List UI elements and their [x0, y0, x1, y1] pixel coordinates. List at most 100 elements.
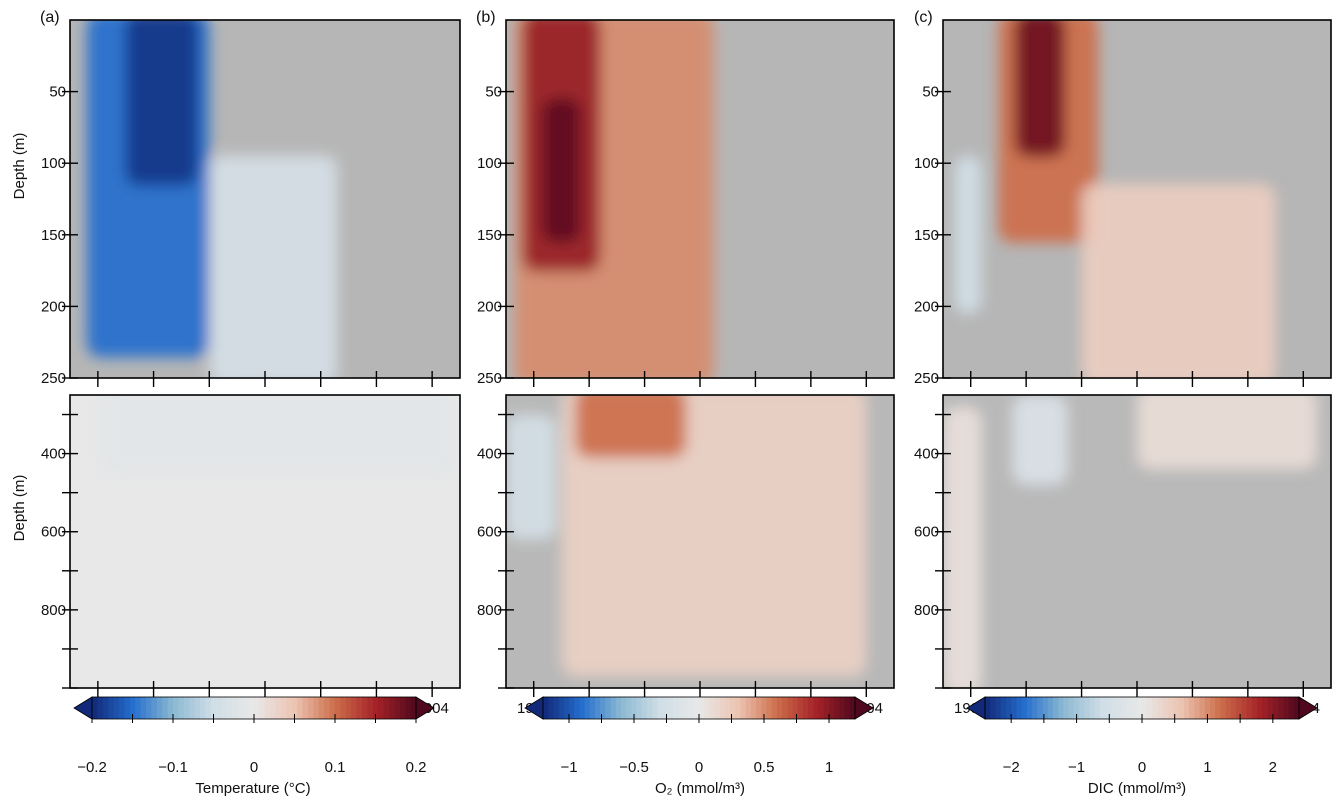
panel-a-colorbar-cell	[178, 697, 185, 719]
panel-c-colorbar-cell	[1147, 697, 1154, 719]
panel-c-colorbar-cell	[1047, 697, 1054, 719]
panel-c-colorbar-cell	[1115, 697, 1122, 719]
panel-c-colorbar-cell	[1189, 697, 1195, 719]
panel-a-colorbar-cell	[356, 697, 363, 719]
panel-b-colorbar-cell	[782, 697, 788, 719]
panel-c-upper-plot: 50 100 150 200 250	[914, 19, 1332, 387]
panel-a-upper-ytick-label: 200	[41, 298, 66, 315]
panel-b-letter: (b)	[476, 9, 496, 26]
panel-c-colorbar-cell	[1053, 697, 1059, 719]
panel-b-lower-yticks: 400 600 800	[477, 413, 514, 689]
panel-a-colorbar-label: Temperature (°C)	[195, 780, 310, 797]
panel-a-colorbar-tick-label: −0.2	[77, 759, 107, 776]
panel-b-colorbar-cell	[579, 697, 586, 719]
panel-b-colorbar-cell	[792, 697, 799, 719]
panel-a-colorbar-cell	[264, 697, 271, 719]
panel-b-colorbar-cell	[803, 697, 809, 719]
panel-b-lower-anomaly-3	[506, 414, 556, 540]
panel-a-colorbar-cell	[129, 697, 136, 719]
panel-b-colorbar-cell	[667, 697, 674, 719]
panel-a-colorbar-cell	[167, 697, 174, 719]
panel-c-colorbar-cell	[1251, 697, 1258, 719]
panel-c-lower-yticks: 400 600 800	[914, 413, 951, 689]
panel-c-lower-anomaly-3	[1137, 395, 1318, 470]
panel-b-lower-ytick-label: 400	[477, 446, 502, 463]
panel-a-colorbar-cell	[194, 697, 201, 719]
panel-c-colorbar-cell	[1173, 697, 1180, 719]
panel-c-colorbar-cell	[1136, 697, 1143, 719]
panel-a-colorbar-cell	[124, 697, 131, 719]
panel-b-colorbar-cell	[569, 697, 575, 719]
panel-b-lower-anomaly-2	[575, 395, 687, 458]
panel-b-colorbar-cell	[683, 697, 690, 719]
panel-a-colorbar-cell	[313, 697, 320, 719]
panel-c-upper-ytick-label: 200	[914, 298, 939, 315]
panel-c-colorbar-cell	[1257, 697, 1263, 719]
panel-c-colorbar-cell	[1068, 697, 1075, 719]
panel-b-colorbar-tick-label: −0.5	[619, 759, 649, 776]
panel-b-colorbar-tick-label: 0	[695, 759, 703, 776]
panel-a-colorbar-cell	[237, 697, 244, 719]
panel-c-colorbar-cell	[1016, 697, 1023, 719]
panel-c-colorbar-cell	[990, 697, 997, 719]
panel-a-colorbar-cell	[173, 697, 179, 719]
panel-a-colorbar-cell	[378, 697, 385, 719]
panel-a-depth-label-lower: Depth (m)	[11, 475, 28, 542]
panel-c-colorbar-cell	[1079, 697, 1086, 719]
panel-a-upper-ytick-label: 250	[41, 370, 66, 387]
panel-b-colorbar-cell	[548, 697, 554, 719]
panel-c-colorbar-cell	[1021, 697, 1028, 719]
panel-a-colorbar-cell	[340, 697, 347, 719]
panel-b-colorbar-cell	[673, 697, 679, 719]
panel-c-colorbar-cell	[1178, 697, 1185, 719]
panel-a-colorbar-cell	[232, 697, 239, 719]
panel-a-colorbar-cell	[410, 697, 417, 719]
panel-c-colorbar-cell	[1236, 697, 1243, 719]
panel-a-colorbar-cell	[227, 697, 233, 719]
panel-c-colorbar-cell	[1272, 697, 1279, 719]
panel-c-lower-ytick-label: 800	[914, 602, 939, 619]
panel-b-upper-ytick-label: 150	[477, 227, 502, 244]
panel-a-upper-ytick-label: 50	[49, 84, 66, 101]
panel-b-colorbar-tick-label: −1	[560, 759, 577, 776]
panel-c-colorbar-cell	[1000, 697, 1007, 719]
panel-a-colorbar-cell	[362, 697, 368, 719]
panel-b-colorbar-cell	[834, 697, 840, 719]
panel-c-colorbar-cell	[1089, 697, 1096, 719]
panel-a-colorbar-cell	[275, 697, 282, 719]
panel-a-upper-anomaly-2	[125, 20, 199, 186]
panel-c-lower-features	[943, 395, 1318, 688]
panel-b-colorbar-cell	[662, 697, 669, 719]
panel-b-colorbar-label: O₂ (mmol/m³)	[655, 780, 745, 797]
panel-a-upper-ytick-label: 150	[41, 227, 66, 244]
panel-b-lower-anomaly-1	[561, 395, 867, 677]
panel-a-colorbar-cell	[372, 697, 379, 719]
panel-b-upper-yticks: 50 100 150 200 250	[477, 84, 514, 387]
panel-a-colorbar-cell	[156, 697, 163, 719]
panel-a-upper-anomaly-3	[209, 155, 338, 378]
panel-b-colorbar-cell	[584, 697, 591, 719]
panel-c-colorbar-cell	[1121, 697, 1127, 719]
panel-b-colorbar-cell	[553, 697, 560, 719]
panel-c-colorbar-tick-label: −2	[1003, 759, 1020, 776]
panel-a-colorbar-tick-label: −0.1	[158, 759, 188, 776]
panel-a-colorbar-cell	[297, 697, 304, 719]
panel-a-colorbar-cell	[97, 697, 104, 719]
panel-a-colorbar-cell	[254, 697, 260, 719]
panel-b-colorbar-cell	[615, 697, 622, 719]
panel-c-colorbar-tick-label: 1	[1203, 759, 1211, 776]
panel-a-lower-ytick-label: 800	[41, 602, 66, 619]
panel-c-colorbar-cell	[1199, 697, 1206, 719]
panel-c-upper-anomaly-3	[1081, 183, 1276, 378]
panel-b-colorbar-cell	[563, 697, 570, 719]
panel-c-colorbar-cell	[1100, 697, 1106, 719]
panel-b-colorbar-cell	[714, 697, 721, 719]
panel-b-colorbar-cell	[808, 697, 814, 719]
panel-b-colorbar-cell	[823, 697, 830, 719]
panel-c-colorbar-cell	[1225, 697, 1232, 719]
panel-c-colorbar-cell	[1037, 697, 1044, 719]
panel-a-upper-yticks: 50 100 150 200 250	[41, 84, 78, 387]
panel-a-lower-ytick-label: 600	[41, 524, 66, 541]
panel-b-colorbar-cell	[719, 697, 726, 719]
